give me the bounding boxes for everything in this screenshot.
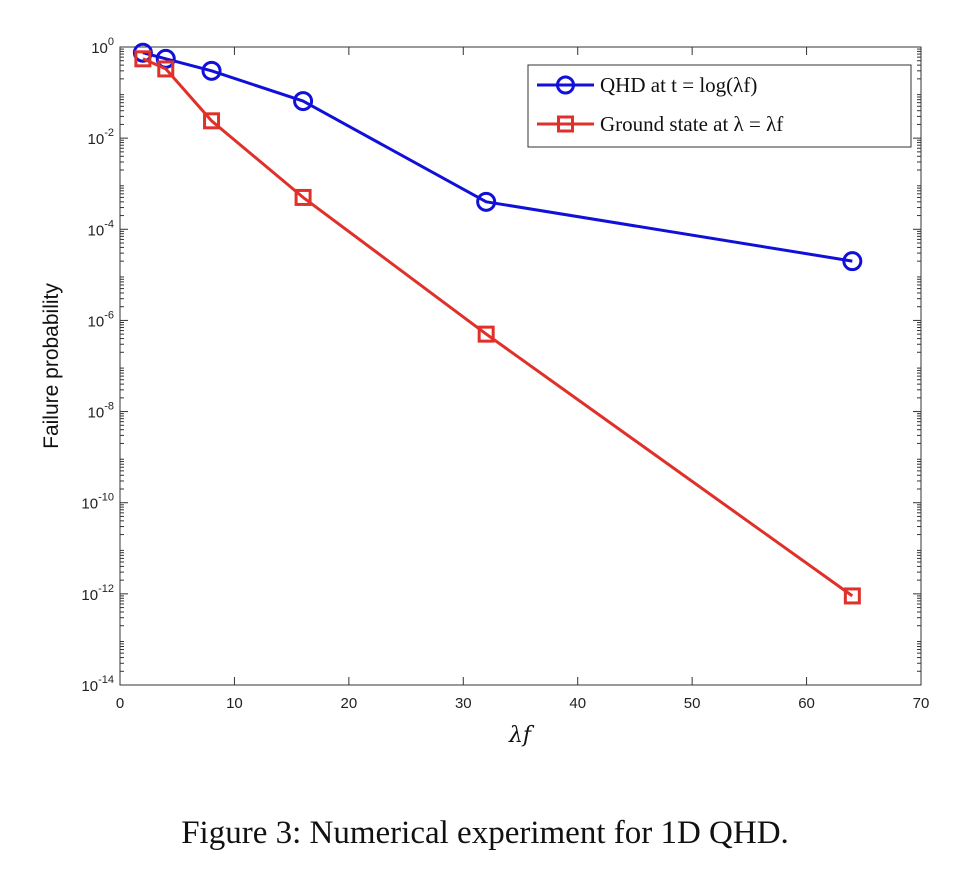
x-tick-label: 10 [226,695,243,712]
figure-caption: Figure 3: Numerical experiment for 1D QH… [181,815,789,851]
legend-marker-qhd [556,75,575,95]
minor-ticks [120,48,921,672]
y-tick-base: 10 [81,678,98,695]
legend-box [527,64,912,148]
y-tick-exponent: 0 [108,36,114,48]
y-tick-label: 10-6 [88,309,114,330]
qhd-data-point [293,91,314,112]
y-axis-title: Failure probability [40,283,63,449]
chart: 0 10 20 30 40 50 60 70 10010-210-410-610-810-10… [40,36,930,748]
y-tick-base: 10 [81,587,98,604]
y-tick-base: 10 [88,131,105,148]
x-tick-label: 0 [116,695,124,712]
x-tick-label: 20 [341,695,358,712]
y-tick-exponent: -4 [104,218,114,230]
x-axis-title: λf [508,723,535,748]
major-ticks [119,46,922,686]
y-tick-base: 10 [91,40,108,57]
x-tick-labels: 0 10 20 30 40 50 60 70 [116,695,930,712]
y-tick-exponent: -2 [104,127,114,139]
y-tick-exponent: -8 [104,401,114,413]
y-tick-exponent: -10 [98,492,114,504]
y-tick-exponent: -12 [98,583,114,595]
x-tick-label: 50 [684,695,701,712]
ground-state-data-point [157,60,175,78]
series-line-ground-state [142,57,854,598]
y-tick-base: 10 [88,313,105,330]
y-tick-label: 10-2 [88,127,114,148]
y-tick-label: 10-8 [88,401,114,422]
qhd-data-point [842,251,863,272]
x-tick-label: 70 [913,695,930,712]
legend: QHD at t = log(λf) Ground state at λ = λ… [527,64,912,148]
plot-frame [119,46,922,686]
x-tick-label: 30 [455,695,472,712]
qhd-data-point [476,191,497,212]
y-tick-label: 10-12 [81,583,114,604]
y-tick-base: 10 [88,405,105,422]
qhd-data-point [201,60,222,81]
legend-label-ground: Ground state at λ = λf [600,112,783,136]
y-tick-label: 100 [91,36,114,57]
series-layer [132,42,863,605]
y-tick-label: 10-14 [81,674,114,695]
y-tick-exponent: -14 [98,674,114,686]
y-tick-label: 10-4 [88,218,114,239]
x-tick-label: 40 [569,695,586,712]
y-tick-exponent: -6 [104,309,114,321]
y-tick-base: 10 [88,222,105,239]
ground-state-data-point [843,587,861,605]
ground-state-data-point [203,112,221,130]
x-tick-label: 60 [798,695,815,712]
series-line-qhd [142,51,853,263]
legend-marker-ground [557,115,574,133]
ground-state-data-point [294,188,312,206]
y-tick-label: 10-10 [81,492,114,513]
ground-state-data-point [477,325,495,343]
legend-label-qhd: QHD at t = log(λf) [600,73,757,97]
ground-state-data-point [134,50,152,68]
y-tick-base: 10 [81,496,98,513]
